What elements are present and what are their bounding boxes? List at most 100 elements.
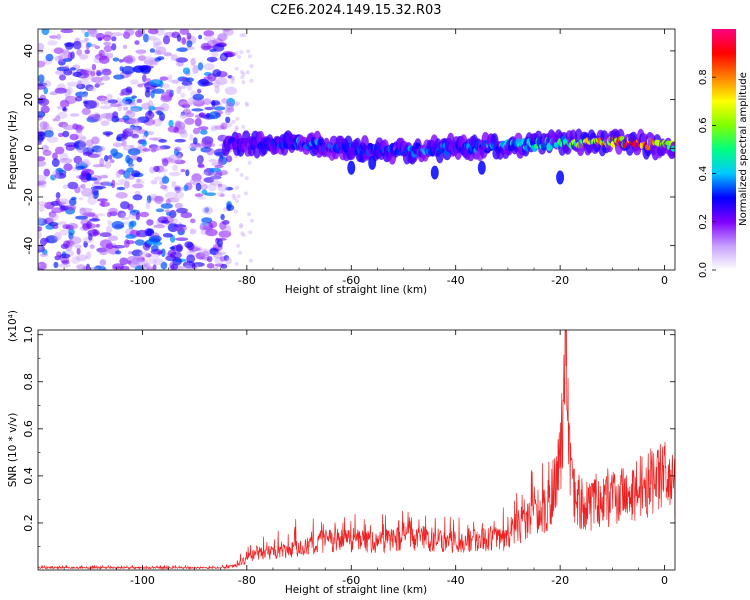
noise-blob — [180, 169, 186, 173]
noise-blob — [100, 113, 114, 119]
noise-blob — [147, 29, 159, 35]
noise-blob — [203, 98, 212, 105]
noise-blob — [143, 56, 154, 65]
y-tick-label: 0 — [22, 145, 35, 152]
noise-blob — [89, 244, 95, 250]
noise-blob — [239, 173, 244, 177]
noise-blob — [103, 41, 111, 46]
noise-blob — [183, 184, 189, 192]
noise-blob — [155, 208, 165, 213]
noise-blob — [122, 115, 130, 121]
noise-blob — [128, 251, 133, 255]
x-tick-label: 0 — [661, 574, 668, 587]
noise-blob — [124, 239, 130, 248]
noise-blob — [244, 101, 249, 106]
noise-blob — [72, 71, 83, 77]
noise-blob — [137, 83, 144, 88]
noise-blob — [153, 257, 163, 266]
spectrogram-ticks: -100 -80 -60 -40 -20 0 -40 -20 0 20 40 — [22, 29, 675, 287]
noise-blob — [249, 78, 254, 83]
noise-blob — [65, 144, 76, 151]
noise-blob — [87, 177, 98, 181]
noise-blob — [160, 261, 168, 270]
noise-blob — [150, 180, 158, 185]
noise-blob — [52, 170, 60, 180]
noise-blob — [38, 180, 45, 188]
noise-blob — [193, 137, 198, 145]
noise-blob — [150, 253, 160, 259]
snr-panel: -100 -80 -60 -40 -20 0 0.2 0.4 0.6 0.8 1.0 Height … — [7, 310, 676, 596]
noise-blob — [75, 244, 82, 250]
noise-blob — [86, 220, 92, 230]
noise-blob — [95, 82, 105, 86]
noise-blob — [123, 106, 129, 111]
noise-blob — [144, 90, 151, 98]
noise-blob — [119, 92, 125, 96]
noise-blob — [136, 178, 141, 183]
x-tick-label: -40 — [447, 574, 465, 587]
noise-blob — [247, 160, 252, 165]
noise-blob — [134, 239, 145, 246]
y-tick-label: 0.2 — [22, 514, 35, 532]
noise-blob — [246, 49, 251, 54]
noise-blob — [80, 183, 86, 189]
noise-blob — [202, 206, 214, 215]
noise-blob — [176, 34, 182, 42]
spectrogram-marks — [38, 29, 675, 270]
noise-blob — [165, 198, 171, 205]
snr-y-multiplier: (x10⁴) — [7, 310, 19, 342]
noise-blob — [75, 128, 83, 137]
noise-blob — [185, 46, 195, 50]
noise-blob — [76, 146, 88, 154]
noise-blob — [224, 108, 232, 115]
noise-blob — [195, 182, 202, 192]
noise-blob — [57, 263, 71, 268]
noise-blob — [233, 209, 238, 214]
noise-blob — [135, 49, 147, 54]
noise-blob — [106, 225, 113, 235]
noise-blob — [71, 256, 81, 264]
noise-blob — [48, 211, 57, 218]
noise-blob — [103, 98, 110, 105]
noise-blob — [234, 51, 239, 56]
noise-blob — [99, 232, 112, 238]
noise-blob — [76, 48, 83, 56]
noise-blob — [79, 207, 93, 213]
noise-blob — [122, 44, 127, 50]
noise-blob — [179, 101, 190, 106]
noise-blob — [85, 84, 94, 91]
x-tick-label: -80 — [238, 574, 256, 587]
noise-blob — [222, 29, 232, 32]
noise-blob — [145, 200, 151, 210]
noise-blob — [47, 40, 58, 46]
noise-blob — [143, 59, 157, 66]
noise-blob — [153, 176, 164, 181]
noise-blob — [201, 217, 213, 224]
noise-blob — [106, 93, 113, 101]
noise-blob — [82, 159, 90, 163]
noise-blob — [139, 211, 149, 218]
y-tick-label: 0.8 — [22, 373, 35, 391]
noise-blob — [116, 186, 126, 191]
noise-blob — [194, 117, 202, 127]
noise-blob — [39, 205, 45, 213]
noise-blob — [156, 110, 163, 116]
noise-blob — [62, 184, 68, 190]
noise-blob — [43, 87, 48, 95]
noise-blob — [45, 53, 54, 62]
noise-blob — [79, 160, 91, 166]
noise-blob — [192, 93, 204, 101]
noise-blob — [216, 170, 223, 175]
noise-blob — [204, 106, 214, 111]
noise-blob — [38, 244, 45, 253]
noise-blob — [111, 36, 117, 42]
noise-blob — [206, 56, 218, 63]
noise-blob — [149, 79, 163, 86]
noise-blob — [202, 171, 209, 175]
noise-blob — [231, 119, 236, 124]
noise-blob — [95, 69, 101, 77]
noise-blob — [206, 256, 213, 263]
noise-blob — [210, 126, 219, 131]
noise-blob — [147, 100, 154, 108]
noise-blob — [87, 114, 101, 122]
